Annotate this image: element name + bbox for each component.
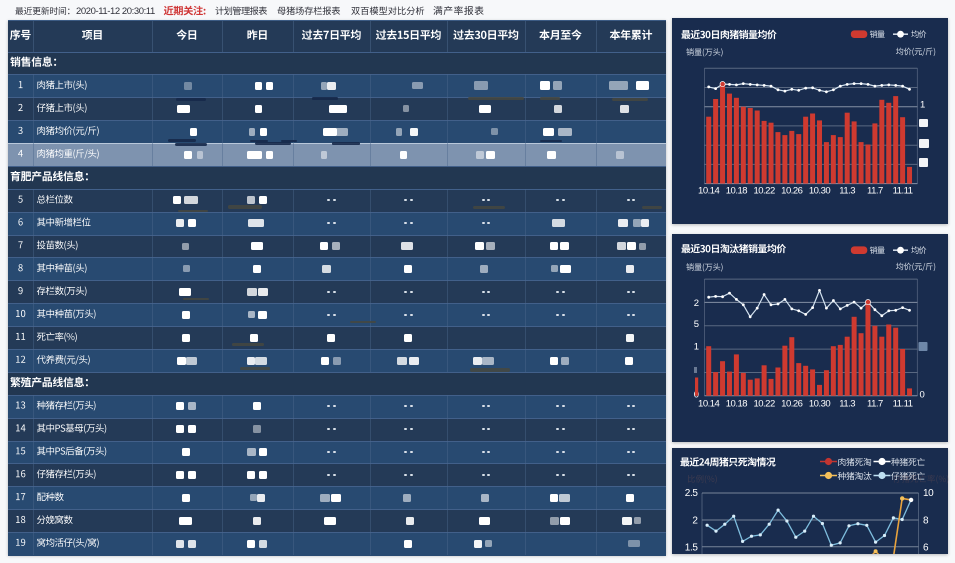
- svg-text:11.7: 11.7: [867, 399, 883, 410]
- svg-text:1: 1: [920, 100, 925, 111]
- svg-text:10.26: 10.26: [781, 399, 802, 410]
- svg-text:8: 8: [923, 515, 929, 526]
- svg-text:11.7: 11.7: [867, 186, 883, 197]
- svg-text:10.18: 10.18: [726, 186, 747, 197]
- svg-text:10.30: 10.30: [809, 186, 830, 197]
- svg-text:1.5: 1.5: [685, 543, 699, 554]
- svg-text:10.14: 10.14: [698, 399, 719, 410]
- svg-text:11.3: 11.3: [839, 399, 855, 410]
- svg-text:11.11: 11.11: [893, 186, 913, 197]
- svg-text:1: 1: [694, 342, 699, 353]
- svg-text:2.5: 2.5: [685, 488, 699, 499]
- svg-text:0: 0: [920, 390, 925, 401]
- svg-text:10.22: 10.22: [753, 399, 774, 410]
- svg-text:10.18: 10.18: [726, 399, 747, 410]
- svg-text:2: 2: [692, 515, 698, 526]
- svg-text:10.26: 10.26: [781, 186, 802, 197]
- svg-text:10.22: 10.22: [753, 186, 774, 197]
- svg-text:10.14: 10.14: [698, 186, 719, 197]
- svg-text:2: 2: [694, 298, 699, 309]
- svg-text:11.11: 11.11: [893, 399, 913, 410]
- svg-text:6: 6: [923, 543, 929, 554]
- svg-text:10.30: 10.30: [809, 399, 830, 410]
- svg-text:5: 5: [694, 319, 699, 330]
- svg-text:10: 10: [923, 488, 934, 499]
- svg-text:11.3: 11.3: [839, 186, 855, 197]
